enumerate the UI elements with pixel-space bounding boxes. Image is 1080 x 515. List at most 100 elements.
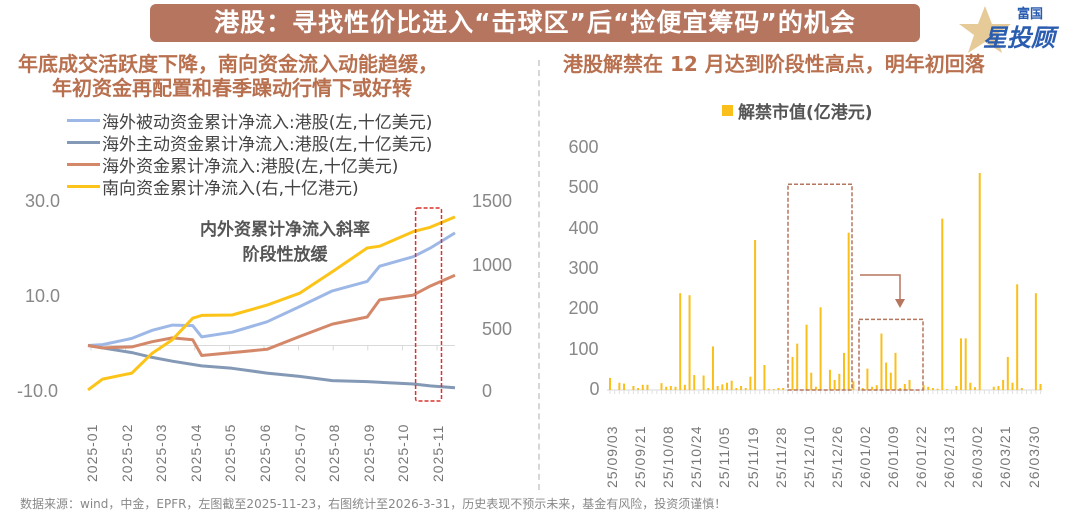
svg-text:富国: 富国 <box>1017 6 1043 22</box>
legend-swatch <box>67 118 100 122</box>
legend-label: 解禁市值(亿港元) <box>738 103 873 123</box>
bar <box>730 380 733 390</box>
bar <box>660 383 663 390</box>
bar <box>969 382 972 390</box>
svg-text:星投顾: 星投顾 <box>983 24 1060 52</box>
bar <box>1039 383 1042 390</box>
bar <box>833 379 836 390</box>
series-line-southbound <box>87 215 456 392</box>
bar <box>721 384 724 390</box>
bar-y-tick: 200 <box>568 298 599 319</box>
bar <box>936 388 939 390</box>
legend-swatch <box>67 140 100 144</box>
right-y-tick: 1000 <box>472 255 513 275</box>
bar-y-tick: 0 <box>589 378 600 399</box>
bar <box>1011 382 1014 390</box>
legend-item-southbound: 南向资金累计净流入(右,十亿港元) <box>67 175 359 199</box>
brand-logo: 富国 星投顾 <box>955 2 1065 54</box>
bar <box>744 387 747 390</box>
bar <box>665 386 668 390</box>
series-line-active <box>87 344 456 390</box>
legend-label: 海外被动资金累计净流入:港股(左,十亿美元) <box>102 112 433 133</box>
bar-y-tick: 400 <box>568 217 599 238</box>
bar <box>960 338 962 390</box>
highlight-box <box>787 183 853 391</box>
highlight-box <box>858 318 924 391</box>
bar <box>1034 293 1037 390</box>
bar-legend: 解禁市值(亿港元) <box>722 98 873 123</box>
bar <box>861 387 864 390</box>
bar <box>623 383 626 390</box>
bar <box>646 384 649 390</box>
bar <box>726 382 728 390</box>
bar <box>875 385 878 390</box>
bar <box>669 385 672 390</box>
bar <box>964 338 967 390</box>
bar <box>997 385 1000 390</box>
bar <box>931 387 934 390</box>
bar <box>880 333 883 390</box>
bar <box>908 379 911 390</box>
bar <box>688 295 691 390</box>
right-y-tick: 500 <box>482 319 513 339</box>
bar <box>637 387 640 390</box>
bar <box>772 389 775 390</box>
bar <box>814 386 817 390</box>
bar <box>955 385 958 390</box>
series-line-overseas <box>87 273 456 357</box>
star-logo-icon: 富国 星投顾 <box>959 6 1060 53</box>
bar <box>847 232 850 390</box>
bar <box>609 377 611 390</box>
bar <box>679 293 682 390</box>
bar <box>974 387 977 390</box>
bar <box>763 364 766 390</box>
bar <box>828 369 831 390</box>
right-chart-title: 港股解禁在 12 月达到阶段性高点，明年初回落 <box>563 52 985 76</box>
bar <box>674 386 677 390</box>
bar <box>843 352 845 390</box>
bar <box>632 385 635 390</box>
bar <box>819 307 822 390</box>
left-y-tick: 10.0 <box>25 286 61 306</box>
annotation-line: 内外资累计净流入斜率 <box>200 220 370 240</box>
legend-item-passive: 海外被动资金累计净流入:港股(左,十亿美元) <box>67 109 433 133</box>
bar <box>1020 387 1023 390</box>
legend-label: 南向资金累计净流入(右,十亿港元) <box>102 178 359 199</box>
left-y-tick: 30.0 <box>25 191 61 211</box>
right-y-tick: 0 <box>482 381 493 401</box>
bar <box>992 386 995 390</box>
bar <box>796 343 799 390</box>
legend-item-active: 海外主动资金累计净流入:港股(左,十亿美元) <box>67 131 432 155</box>
legend-swatch <box>67 184 100 188</box>
bar-y-tick: 500 <box>568 177 599 198</box>
bar <box>810 372 813 390</box>
highlight-box <box>414 207 443 402</box>
bar <box>805 324 808 390</box>
bar <box>768 389 771 390</box>
left-chart-title-line2: 年初资金再配置和春季躁动行情下或好转 <box>52 76 412 100</box>
right-y-tick: 1500 <box>472 191 513 211</box>
bar <box>852 381 855 390</box>
legend-swatch <box>67 162 100 166</box>
bar <box>782 387 785 390</box>
left-y-tick: -10.0 <box>17 381 59 401</box>
bar <box>683 384 686 390</box>
title-banner: 港股：寻找性价比进入“击球区”后“捡便宜筹码”的机会 <box>150 4 920 42</box>
bar-y-tick: 600 <box>568 137 599 157</box>
bar <box>1006 356 1009 390</box>
bar <box>791 356 794 390</box>
bar <box>885 362 888 390</box>
bar <box>927 386 930 390</box>
legend-label: 海外资金累计净流入:港股(左,十亿美元) <box>102 156 399 177</box>
bar <box>838 373 841 390</box>
bar <box>777 387 780 390</box>
bar <box>618 382 621 390</box>
bar <box>702 375 705 390</box>
bar <box>711 346 714 390</box>
bar <box>1002 379 1005 390</box>
bar <box>903 383 906 390</box>
slope-annotation: 内外资累计净流入斜率 阶段性放缓 <box>180 218 390 268</box>
panel-divider <box>538 60 540 490</box>
bar <box>716 385 719 390</box>
legend-item-overseas: 海外资金累计净流入:港股(左,十亿美元) <box>67 153 399 177</box>
